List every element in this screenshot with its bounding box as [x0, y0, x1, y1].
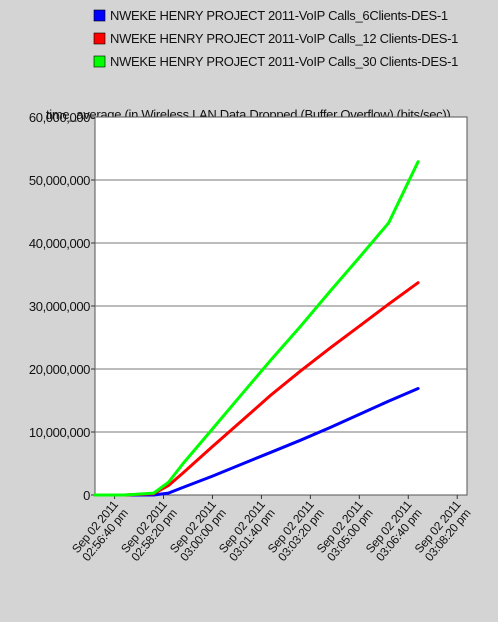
- y-tick-label: 60,000,000: [29, 110, 90, 125]
- y-tick-label: 30,000,000: [29, 299, 90, 314]
- y-tick-label: 50,000,000: [29, 173, 90, 188]
- series-line: [93, 160, 420, 497]
- legend-label: NWEKE HENRY PROJECT 2011-VoIP Calls_30 C…: [110, 54, 458, 69]
- legend-swatch: [93, 9, 106, 22]
- legend-label: NWEKE HENRY PROJECT 2011-VoIP Calls_6Cli…: [110, 8, 448, 23]
- y-tick-label: 20,000,000: [29, 362, 90, 377]
- y-tick-label: 0: [83, 488, 90, 503]
- legend: NWEKE HENRY PROJECT 2011-VoIP Calls_6Cli…: [93, 8, 458, 69]
- series-lines: [93, 160, 420, 497]
- legend-label: NWEKE HENRY PROJECT 2011-VoIP Calls_12 C…: [110, 31, 458, 46]
- legend-swatch: [93, 55, 106, 68]
- legend-swatch: [93, 32, 106, 45]
- y-tick-label: 10,000,000: [29, 425, 90, 440]
- gridlines: [95, 179, 467, 433]
- y-tick-label: 40,000,000: [29, 236, 90, 251]
